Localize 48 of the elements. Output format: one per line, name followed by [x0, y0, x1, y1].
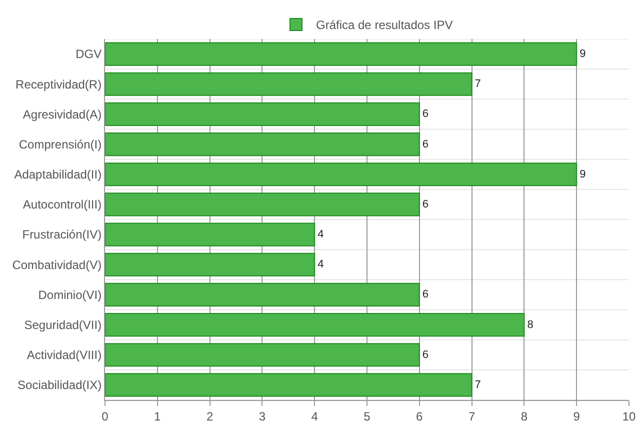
bar [105, 252, 316, 276]
y-tick-label: Agresividad(A) [22, 107, 102, 122]
y-tick-label: Comprensión(I) [18, 137, 102, 152]
x-tick-label: 0 [102, 409, 109, 424]
bar [105, 373, 472, 397]
bar [105, 132, 420, 156]
x-tick-label: 5 [364, 409, 371, 424]
data-label: 4 [318, 228, 324, 241]
y-tick-label: Seguridad(VII) [24, 318, 102, 332]
x-tick-label: 4 [311, 409, 318, 424]
x-tick-label: 8 [520, 409, 528, 424]
data-label: 7 [474, 78, 481, 90]
bar [105, 72, 472, 96]
x-tick-label: 6 [416, 409, 424, 424]
data-label: 9 [580, 168, 586, 180]
data-label: 9 [580, 48, 586, 60]
y-tick-label: Autocontrol(III) [22, 198, 102, 212]
x-tick-label: 10 [622, 409, 636, 424]
y-tick-label: Actividad(VIII) [26, 348, 102, 362]
data-label: 6 [422, 138, 429, 150]
bar [105, 313, 525, 337]
y-tick-label: Dominio(VI) [38, 288, 102, 302]
data-label: 7 [474, 378, 481, 391]
legend-label: Gráfica de resultados IPV [316, 18, 453, 32]
x-tick-label: 9 [573, 409, 580, 424]
bar [105, 102, 420, 126]
y-tick-label: Adaptabilidad(II) [14, 168, 102, 182]
y-tick-label: Receptividad(R) [16, 77, 102, 92]
data-label: 8 [527, 318, 534, 331]
data-label: 6 [422, 288, 429, 301]
x-tick-label: 2 [206, 409, 214, 424]
data-label: 4 [318, 258, 324, 271]
bar [105, 282, 420, 306]
bar [105, 222, 316, 246]
bar [105, 192, 420, 216]
y-tick-label: Sociabilidad(IX) [18, 378, 102, 392]
bar [105, 162, 578, 186]
x-tick-label: 3 [258, 409, 266, 424]
y-tick-label: Frustración(IV) [22, 228, 102, 242]
bar [105, 42, 578, 66]
data-label: 6 [422, 348, 429, 361]
x-tick-label: 1 [154, 409, 162, 424]
x-tick-label: 7 [468, 409, 476, 424]
bar [105, 343, 420, 367]
data-label: 6 [422, 108, 429, 120]
y-tick-label: DGV [76, 47, 102, 62]
y-tick-label: Combatividad(V) [12, 258, 102, 272]
data-label: 6 [422, 198, 429, 210]
